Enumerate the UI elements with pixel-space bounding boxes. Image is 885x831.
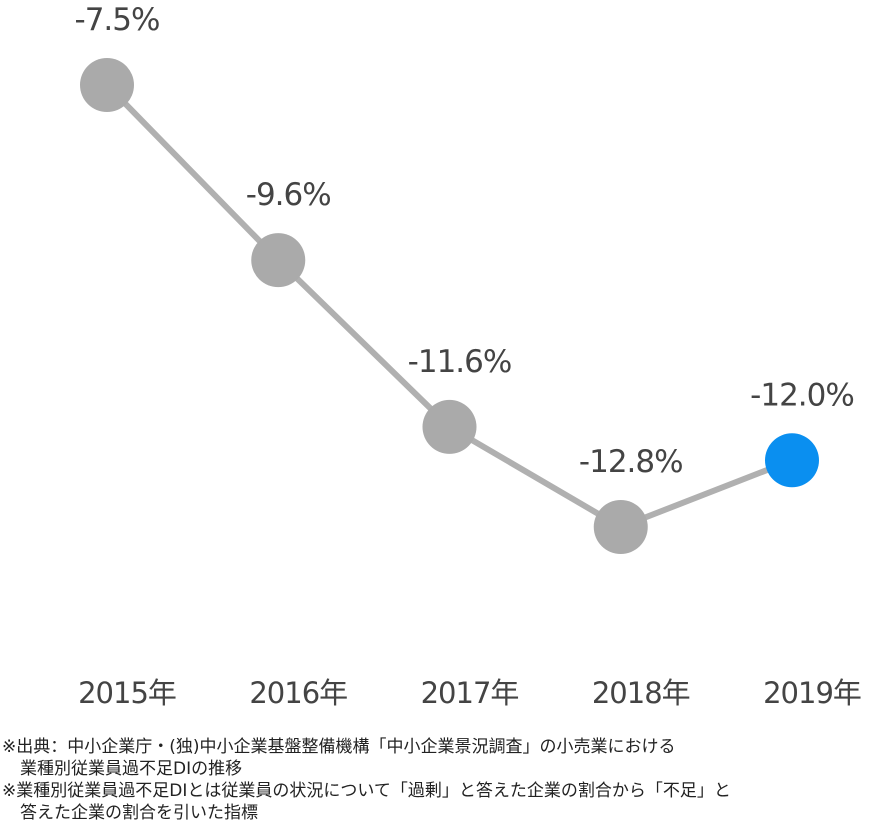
x-tick-label: 2019年 xyxy=(763,676,861,710)
note: ※出典：中小企業庁・(独)中小企業基盤整備機構「中小企業景況調査」の小売業におけ… xyxy=(2,737,676,757)
x-tick-label: 2018年 xyxy=(592,676,690,710)
point xyxy=(593,500,648,554)
note: ※業種別従業員過不足DIとは従業員の状況について「過剰」と答えた企業の割合から「… xyxy=(2,781,731,801)
point xyxy=(80,58,134,112)
data-label: -7.5% xyxy=(75,2,160,38)
x-tick-label: 2015年 xyxy=(78,676,176,710)
note: 答えた企業の割合を引いた指標 xyxy=(20,803,258,823)
x-tick-label: 2017年 xyxy=(421,676,519,710)
note: 業種別従業員過不足DIの推移 xyxy=(20,759,242,779)
data-label: -12.8% xyxy=(579,444,683,480)
data-label: -9.6% xyxy=(246,177,331,213)
point xyxy=(422,399,477,454)
x-tick-label: 2016年 xyxy=(249,676,347,710)
data-label: -11.6% xyxy=(408,344,512,380)
point xyxy=(765,433,819,488)
line xyxy=(104,82,794,531)
point xyxy=(251,233,306,288)
data-label: -12.0% xyxy=(750,377,854,413)
